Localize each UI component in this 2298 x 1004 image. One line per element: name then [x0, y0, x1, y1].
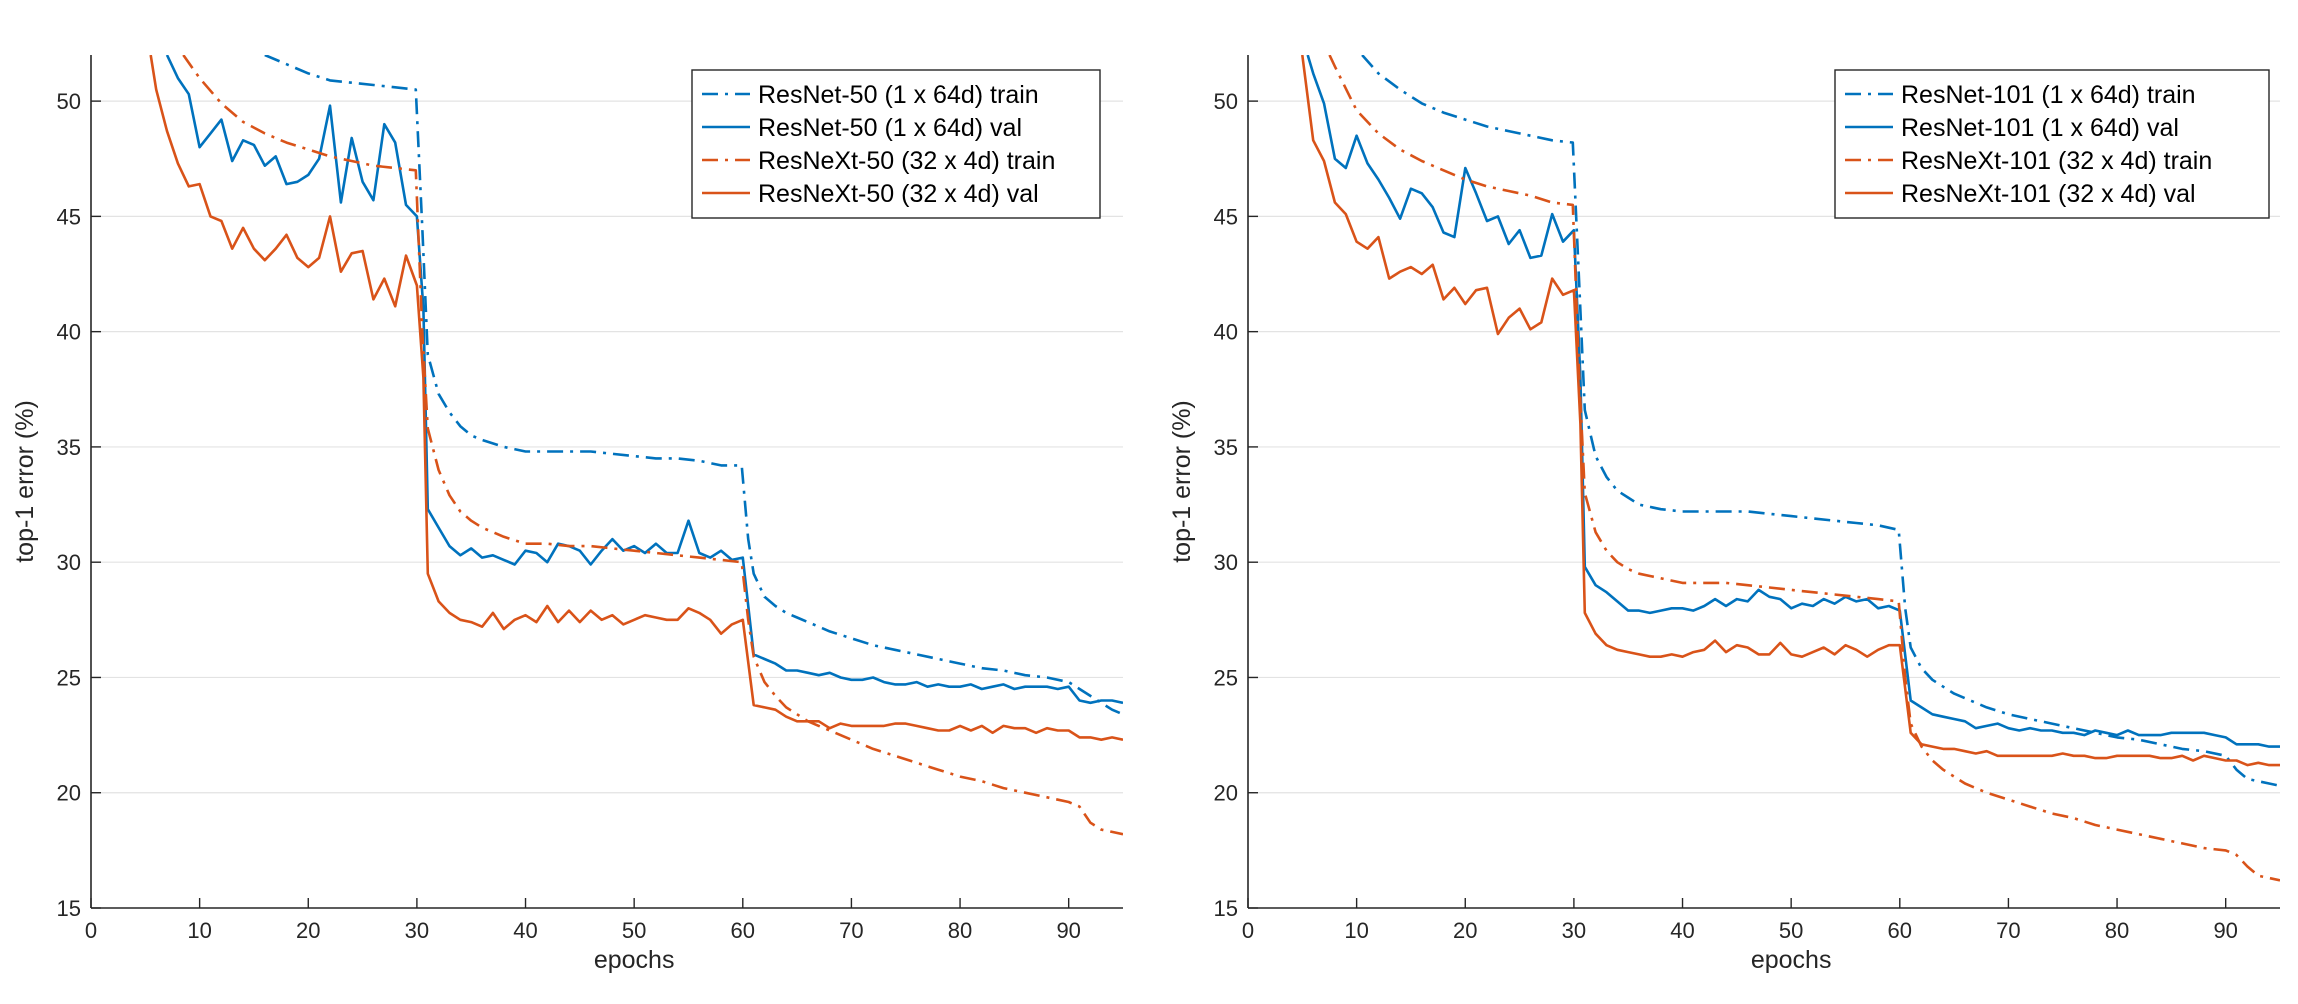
series-line-2 — [1306, 55, 2280, 748]
legend-label: ResNet-101 (1 x 64d) val — [1901, 114, 2179, 142]
series-line-2 — [165, 55, 1123, 705]
y-tick-label: 25 — [1214, 665, 1238, 690]
legend-label: ResNeXt-101 (32 x 4d) val — [1901, 180, 2196, 208]
legend-label: ResNeXt-101 (32 x 4d) train — [1901, 147, 2212, 175]
x-tick-label: 80 — [948, 918, 972, 943]
y-tick-label: 20 — [57, 781, 81, 806]
y-tick-label: 40 — [57, 320, 81, 345]
y-tick-label: 50 — [57, 89, 81, 114]
y-tick-label: 35 — [1214, 435, 1238, 460]
series-line-1 — [1361, 55, 2280, 788]
x-tick-label: 70 — [839, 918, 863, 943]
y-tick-label: 35 — [57, 435, 81, 460]
x-tick-label: 0 — [85, 918, 97, 943]
y-axis-label: top-1 error (%) — [11, 400, 39, 563]
y-tick-label: 50 — [1214, 89, 1238, 114]
x-tick-label: 20 — [1453, 918, 1477, 943]
y-tick-label: 30 — [57, 550, 81, 575]
series-line-3 — [1328, 55, 2280, 882]
legend-box — [691, 69, 1101, 219]
legend-label: ResNet-50 (1 x 64d) train — [758, 81, 1039, 109]
legend-box — [1834, 69, 2270, 219]
y-tick-label: 15 — [57, 896, 81, 921]
x-tick-label: 30 — [405, 918, 429, 943]
legend: ResNet-101 (1 x 64d) train ResNet-101 (1 … — [1834, 69, 2270, 219]
chart-2: 15 20 25 30 35 40 45 50 0 10 20 30 40 50 60 70 80 90 epoch… — [1168, 55, 2280, 974]
x-tick-label: 0 — [1242, 918, 1254, 943]
series-line-4 — [149, 55, 1123, 742]
x-tick-label: 10 — [1344, 918, 1368, 943]
x-tick-label: 50 — [1779, 918, 1803, 943]
y-tick-label: 20 — [1214, 781, 1238, 806]
y-tick-label: 45 — [1214, 204, 1238, 229]
x-tick-label: 90 — [1056, 918, 1080, 943]
x-tick-label: 20 — [296, 918, 320, 943]
y-tick-label: 25 — [57, 665, 81, 690]
x-tick-label: 40 — [1670, 918, 1694, 943]
x-axis-label: epochs — [1751, 946, 1832, 974]
x-axis-label: epochs — [594, 946, 675, 974]
y-axis-label: top-1 error (%) — [1168, 400, 1196, 563]
legend-label: ResNeXt-50 (32 x 4d) train — [758, 147, 1055, 175]
series-line-1 — [264, 55, 1123, 716]
x-tick-label: 80 — [2105, 918, 2129, 943]
x-tick-label: 40 — [513, 918, 537, 943]
y-tick-label: 40 — [1214, 320, 1238, 345]
x-tick-label: 60 — [731, 918, 755, 943]
series-line-4 — [1301, 55, 2280, 767]
legend-label: ResNet-101 (1 x 64d) train — [1901, 81, 2196, 109]
y-tick-label: 45 — [57, 204, 81, 229]
legend: ResNet-50 (1 x 64d) train ResNet-50 (1 x … — [691, 69, 1101, 219]
legend-label: ResNet-50 (1 x 64d) val — [758, 114, 1022, 142]
x-tick-label: 50 — [622, 918, 646, 943]
x-tick-label: 60 — [1888, 918, 1912, 943]
x-tick-label: 70 — [1996, 918, 2020, 943]
y-tick-label: 15 — [1214, 896, 1238, 921]
x-tick-label: 30 — [1562, 918, 1586, 943]
legend-label: ResNeXt-50 (32 x 4d) val — [758, 180, 1039, 208]
y-tick-label: 30 — [1214, 550, 1238, 575]
x-tick-label: 10 — [187, 918, 211, 943]
chart-1: 15 20 25 30 35 40 45 50 0 10 20 30 40 50 60 70 80 90 epoch… — [11, 55, 1123, 974]
series-line-3 — [182, 55, 1123, 836]
x-tick-label: 90 — [2213, 918, 2237, 943]
